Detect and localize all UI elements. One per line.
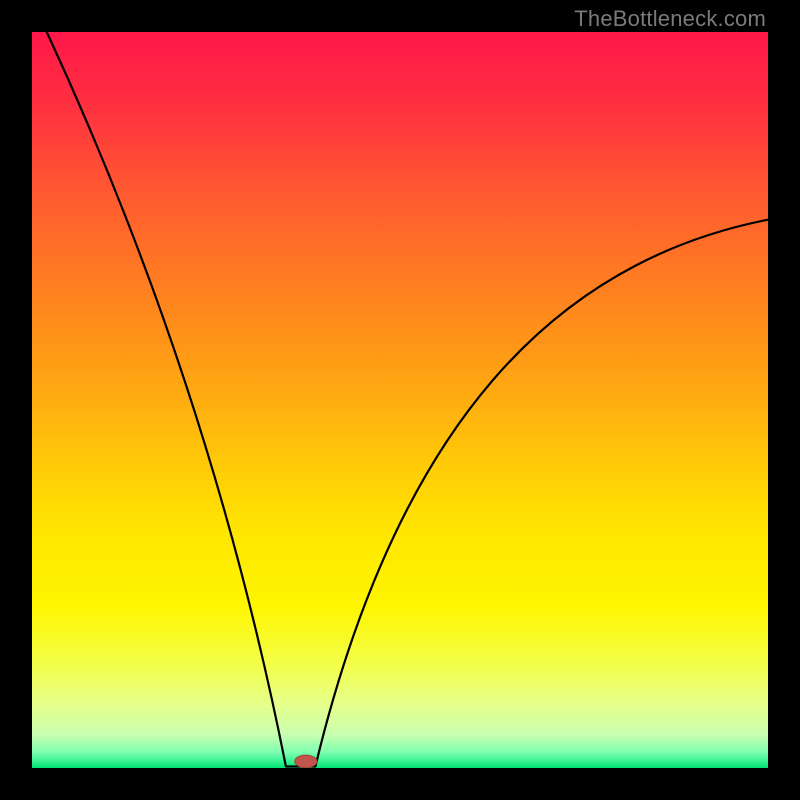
optimum-marker	[295, 755, 317, 768]
gradient-background	[32, 32, 768, 768]
figure-root: TheBottleneck.com	[0, 0, 800, 800]
bottleneck-curve-chart	[32, 32, 768, 768]
watermark-text: TheBottleneck.com	[574, 6, 766, 32]
